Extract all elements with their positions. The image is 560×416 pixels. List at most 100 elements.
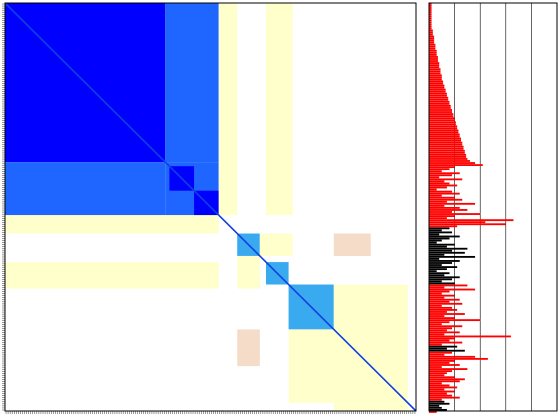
bar	[429, 345, 458, 348]
bar	[429, 304, 442, 307]
bar	[429, 355, 476, 358]
bar	[429, 290, 450, 293]
bar	[429, 113, 454, 115]
bar	[429, 202, 476, 205]
barchart-frame	[428, 2, 558, 412]
bar	[429, 343, 442, 346]
bar	[429, 111, 453, 113]
bar	[429, 5, 432, 7]
bar	[429, 223, 506, 226]
bar	[429, 43, 436, 46]
heatmap-frame	[4, 2, 417, 412]
bar	[429, 229, 442, 232]
bar	[429, 364, 460, 366]
bar	[429, 227, 450, 230]
bar	[429, 241, 437, 244]
bar	[429, 23, 432, 26]
bar	[429, 260, 460, 262]
bar	[429, 98, 449, 101]
bar	[429, 337, 455, 340]
bar	[429, 400, 445, 403]
bar	[429, 258, 440, 260]
bar	[429, 160, 470, 162]
bar	[429, 153, 467, 156]
similarity-heatmap	[4, 2, 417, 412]
bar	[429, 78, 442, 81]
bar	[429, 15, 432, 18]
heatmap-block-2	[5, 162, 166, 216]
bar	[429, 294, 455, 297]
bar	[429, 141, 463, 144]
bar	[429, 125, 458, 128]
bar	[429, 231, 453, 234]
bar	[429, 151, 465, 154]
row-score-bars	[429, 3, 514, 413]
bar	[429, 109, 453, 111]
bar	[429, 360, 455, 362]
heatmap-block-9	[5, 262, 219, 289]
bar	[429, 54, 437, 56]
bar	[429, 62, 440, 64]
bar	[429, 96, 449, 99]
bar	[429, 306, 453, 309]
bar	[429, 396, 460, 399]
bar	[429, 272, 450, 275]
barchart-gridlines	[454, 3, 532, 411]
bar	[429, 49, 437, 52]
bar	[429, 376, 455, 379]
bar	[429, 349, 465, 352]
bar	[429, 211, 453, 213]
bar	[429, 225, 458, 228]
bar	[429, 325, 463, 328]
bar	[429, 64, 440, 67]
bar	[429, 198, 463, 201]
bar	[429, 341, 463, 344]
bar	[429, 19, 432, 22]
bar	[429, 388, 445, 391]
bar	[429, 319, 481, 322]
bar	[429, 41, 435, 44]
bar	[429, 280, 442, 283]
bar	[429, 213, 481, 215]
bar	[429, 21, 432, 24]
bar	[429, 123, 456, 126]
bar	[429, 194, 442, 197]
bar	[429, 382, 442, 385]
bar	[429, 370, 453, 373]
bar	[429, 233, 440, 236]
bar	[429, 402, 450, 405]
bar	[429, 390, 455, 393]
bar	[429, 286, 445, 289]
bar	[429, 262, 453, 264]
heatmap-block-6	[218, 3, 238, 216]
bar	[429, 264, 442, 266]
bar	[429, 13, 432, 16]
bar	[429, 207, 460, 209]
bar	[429, 274, 445, 277]
bar	[429, 147, 464, 150]
bar	[429, 386, 458, 389]
bar	[429, 300, 450, 303]
bar	[429, 313, 465, 315]
bar	[429, 76, 442, 79]
bar	[429, 200, 447, 203]
bar	[429, 408, 447, 411]
bar	[429, 309, 458, 311]
bar	[429, 35, 435, 38]
bar	[429, 168, 450, 171]
bar	[429, 11, 432, 13]
bar	[429, 219, 514, 222]
bar	[429, 221, 486, 224]
bar	[429, 166, 455, 169]
bar	[429, 72, 441, 75]
bar	[429, 329, 447, 332]
bar	[429, 215, 455, 217]
bar	[429, 66, 440, 69]
bar	[429, 209, 468, 211]
bar	[429, 9, 432, 11]
bar	[429, 298, 460, 301]
bar	[429, 88, 446, 91]
bar	[429, 315, 445, 317]
bar	[429, 255, 476, 258]
bar	[429, 107, 451, 109]
